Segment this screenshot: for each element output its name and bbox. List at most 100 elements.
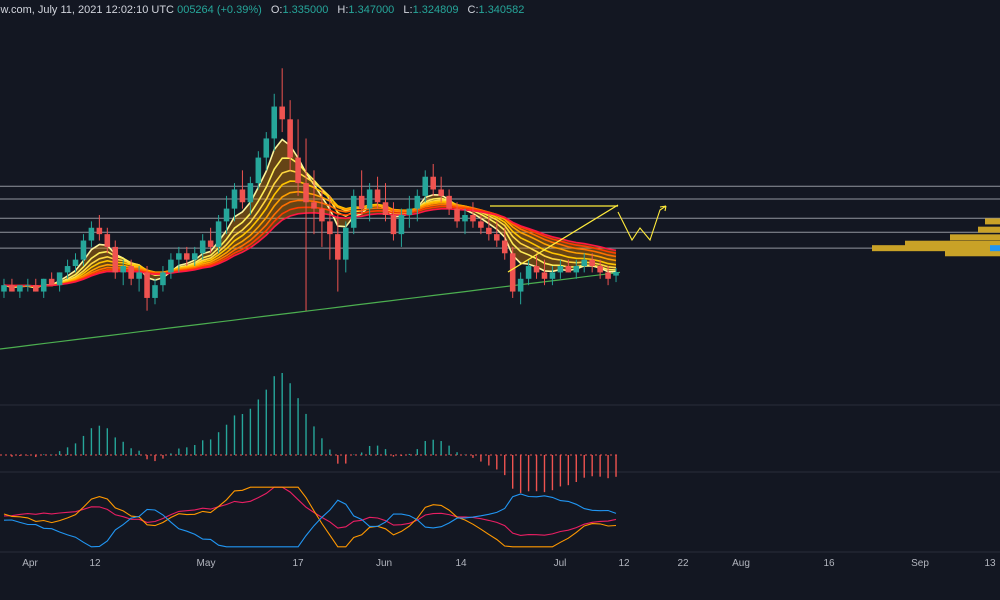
candle-body (144, 272, 150, 298)
candle-body (525, 266, 532, 279)
projection-arrowhead (659, 205, 667, 212)
volume-profile-highlight (990, 245, 1000, 252)
x-tick-label: 16 (823, 558, 835, 569)
x-tick-label: Jun (376, 558, 392, 569)
candle-body (589, 259, 595, 267)
candle-body (573, 266, 580, 273)
candle-body (390, 215, 397, 235)
candle-body (366, 189, 373, 209)
candle-body (295, 157, 301, 184)
long-ma-line (0, 271, 621, 350)
candle-body (358, 195, 365, 209)
candle-body (311, 202, 317, 209)
candle-body (303, 183, 309, 203)
volume-profile-bar (978, 226, 1000, 233)
candle-body (263, 138, 270, 158)
x-tick-label: Sep (911, 558, 929, 569)
candle-body (462, 215, 468, 222)
ma-ribbon (3, 138, 617, 289)
candle-body (565, 266, 572, 273)
candle-body (32, 285, 39, 292)
volume-profile-bar (945, 250, 1000, 257)
grid (0, 404, 1000, 553)
volume-profile-bar (872, 245, 1000, 252)
candle-body (80, 240, 87, 260)
candle-body (96, 227, 103, 235)
candle-body (422, 176, 429, 196)
candle-body (199, 240, 206, 254)
x-tick-label: 17 (292, 558, 304, 569)
candle-body (486, 227, 492, 235)
candle-body (327, 221, 333, 235)
candle-body (446, 195, 452, 209)
long-moving-average (0, 271, 621, 350)
candle-body (104, 234, 111, 247)
volume-profile (872, 218, 1000, 257)
header-low: 1.324809 (412, 4, 459, 16)
x-tick-label: 22 (677, 558, 689, 569)
candle-body (478, 221, 484, 228)
candle-body (40, 278, 47, 292)
oscillator-line (3, 486, 617, 548)
candle-body (501, 240, 508, 254)
candle-body (335, 234, 341, 260)
candle-body (247, 183, 254, 203)
x-tick-label: 14 (455, 558, 467, 569)
header-low-label: L: (403, 4, 413, 16)
candle-body (605, 272, 611, 279)
candle-body (17, 285, 23, 292)
candle-body (382, 202, 389, 215)
header-high: 1.347000 (348, 4, 395, 16)
header-open-label: O: (270, 4, 283, 16)
candle-body (414, 195, 421, 209)
drawings[interactable] (490, 204, 667, 273)
candle-body (342, 227, 349, 260)
candle-body (287, 119, 293, 158)
header-close-label: C: (467, 4, 479, 16)
candle-body (239, 189, 246, 203)
header-change: 005264 (+0.39%) (177, 4, 262, 16)
candle-body (613, 272, 619, 276)
candle-body (454, 208, 460, 222)
candle-body (255, 157, 262, 184)
candle-body (112, 246, 119, 273)
candle-body (72, 259, 79, 267)
volume-profile-bar (950, 234, 1000, 241)
candle-body (494, 234, 500, 241)
candle-body (136, 272, 142, 279)
header-high-label: H: (337, 4, 349, 16)
ribbon-line (3, 190, 617, 288)
candle-body (9, 285, 15, 292)
candle-body (191, 253, 198, 260)
candle-body (168, 259, 174, 273)
candle-body (597, 266, 603, 273)
candle-body (215, 221, 222, 247)
candle-body (319, 208, 325, 222)
candle-body (120, 266, 126, 273)
candle-body (430, 176, 436, 190)
x-tick-label: Apr (22, 558, 38, 569)
candle-body (279, 106, 285, 120)
candle-body (509, 253, 516, 292)
x-tick-label: May (197, 558, 216, 569)
x-tick-label: 12 (618, 558, 630, 569)
ribbon-line (3, 208, 617, 287)
candle-body (88, 227, 95, 241)
ribbon-line (3, 180, 617, 288)
volume-profile-bar (985, 218, 1000, 225)
candle-body (223, 208, 230, 222)
candle-body (517, 278, 524, 292)
candle-body (541, 272, 548, 279)
candle-body (48, 278, 55, 286)
candle-body (176, 253, 182, 260)
candle-body (231, 189, 238, 209)
candle-body (581, 259, 588, 267)
symbol-header: iew.com, July 11, 2021 12:02:10 UTC 0052… (0, 0, 1000, 22)
x-tick-label: Aug (732, 558, 750, 569)
candle-body (271, 106, 278, 139)
candle-body (1, 285, 7, 292)
ribbon-line (3, 199, 617, 287)
ribbon-line (3, 169, 617, 288)
x-tick-label: Jul (554, 558, 567, 569)
